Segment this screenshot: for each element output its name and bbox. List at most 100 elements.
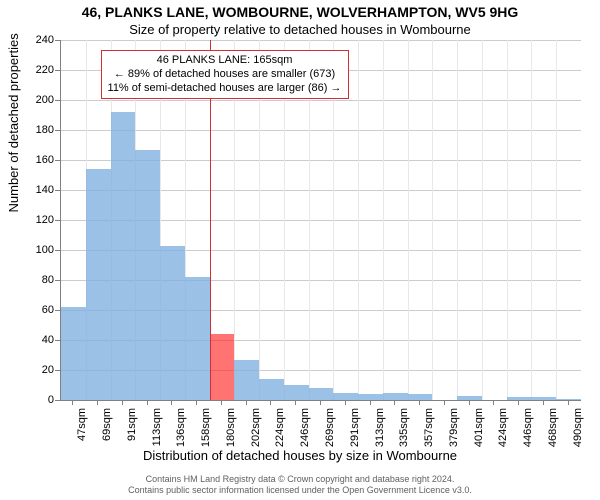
x-tick-label: 91sqm — [126, 408, 138, 441]
x-tick-label: 47sqm — [76, 408, 88, 441]
y-axis-label: Number of detached properties — [6, 33, 21, 212]
y-tick-label: 200 — [20, 94, 54, 106]
gridline-h — [61, 100, 581, 101]
x-tick — [419, 400, 420, 405]
bar — [383, 393, 408, 401]
bar — [259, 379, 284, 400]
gridline-v — [457, 40, 458, 400]
bar — [408, 394, 433, 400]
x-tick-label: 490sqm — [572, 408, 584, 447]
gridline-v — [507, 40, 508, 400]
x-tick — [196, 400, 197, 405]
y-tick-label: 180 — [20, 124, 54, 136]
y-tick-label: 20 — [20, 364, 54, 376]
x-tick-label: 379sqm — [448, 408, 460, 447]
y-tick — [55, 130, 60, 131]
bar — [185, 277, 210, 400]
x-tick-label: 269sqm — [324, 408, 336, 447]
y-tick-label: 0 — [20, 394, 54, 406]
x-tick-label: 158sqm — [200, 408, 212, 447]
x-tick-label: 224sqm — [274, 408, 286, 447]
bar — [234, 360, 259, 401]
x-tick-label: 357sqm — [423, 408, 435, 447]
x-tick — [568, 400, 569, 405]
bar — [309, 388, 334, 400]
x-tick-label: 246sqm — [299, 408, 311, 447]
x-tick — [171, 400, 172, 405]
attribution-line: Contains HM Land Registry data © Crown c… — [0, 474, 600, 485]
y-tick — [55, 100, 60, 101]
bar — [160, 246, 185, 401]
x-tick-label: 113sqm — [151, 408, 163, 446]
gridline-v — [531, 40, 532, 400]
x-tick-label: 335sqm — [398, 408, 410, 447]
x-tick — [97, 400, 98, 405]
chart-container: 46, PLANKS LANE, WOMBOURNE, WOLVERHAMPTO… — [0, 0, 600, 500]
y-tick-label: 240 — [20, 34, 54, 46]
y-tick-label: 120 — [20, 214, 54, 226]
annotation-line: ← 89% of detached houses are smaller (67… — [108, 68, 342, 82]
y-tick-label: 100 — [20, 244, 54, 256]
gridline-h — [61, 130, 581, 131]
y-tick-label: 140 — [20, 184, 54, 196]
page-subtitle: Size of property relative to detached ho… — [0, 22, 600, 37]
x-tick — [295, 400, 296, 405]
x-tick — [469, 400, 470, 405]
x-tick-label: 136sqm — [175, 408, 187, 447]
x-tick-label: 424sqm — [497, 408, 509, 447]
x-tick-label: 180sqm — [225, 408, 237, 447]
bar — [358, 394, 383, 400]
gridline-v — [556, 40, 557, 400]
x-tick — [543, 400, 544, 405]
x-tick — [444, 400, 445, 405]
x-tick — [221, 400, 222, 405]
x-tick — [72, 400, 73, 405]
gridline-v — [408, 40, 409, 400]
y-tick-label: 80 — [20, 274, 54, 286]
x-tick — [246, 400, 247, 405]
x-tick-label: 401sqm — [473, 408, 485, 447]
x-tick — [147, 400, 148, 405]
bar — [135, 150, 160, 401]
x-tick-label: 468sqm — [547, 408, 559, 447]
gridline-v — [383, 40, 384, 400]
y-tick — [55, 40, 60, 41]
x-tick — [270, 400, 271, 405]
gridline-h — [61, 40, 581, 41]
page-title: 46, PLANKS LANE, WOMBOURNE, WOLVERHAMPTO… — [0, 4, 600, 20]
y-tick — [55, 250, 60, 251]
x-tick — [394, 400, 395, 405]
bar — [111, 112, 136, 400]
y-tick — [55, 340, 60, 341]
x-tick — [518, 400, 519, 405]
x-tick-label: 446sqm — [522, 408, 534, 447]
bar — [333, 393, 358, 401]
gridline-v — [432, 40, 433, 400]
gridline-v — [482, 40, 483, 400]
gridline-v — [358, 40, 359, 400]
y-tick — [55, 160, 60, 161]
annotation-line: 46 PLANKS LANE: 165sqm — [108, 54, 342, 68]
annotation-box: 46 PLANKS LANE: 165sqm← 89% of detached … — [101, 50, 349, 99]
x-tick — [493, 400, 494, 405]
bar — [61, 307, 86, 400]
bar-highlight — [210, 334, 235, 400]
y-tick-label: 60 — [20, 304, 54, 316]
x-tick — [345, 400, 346, 405]
x-tick — [370, 400, 371, 405]
bar — [556, 399, 581, 401]
x-tick-label: 202sqm — [250, 408, 262, 447]
bar — [457, 396, 482, 401]
x-tick-label: 291sqm — [349, 408, 361, 447]
bar — [507, 397, 532, 400]
x-tick — [122, 400, 123, 405]
y-tick-label: 220 — [20, 64, 54, 76]
attribution-text: Contains HM Land Registry data © Crown c… — [0, 474, 600, 496]
y-tick-label: 40 — [20, 334, 54, 346]
annotation-line: 11% of semi-detached houses are larger (… — [108, 82, 342, 96]
x-tick — [320, 400, 321, 405]
x-tick-label: 313sqm — [374, 408, 386, 447]
y-tick — [55, 400, 60, 401]
bar — [86, 169, 111, 400]
x-axis-label: Distribution of detached houses by size … — [0, 448, 600, 463]
